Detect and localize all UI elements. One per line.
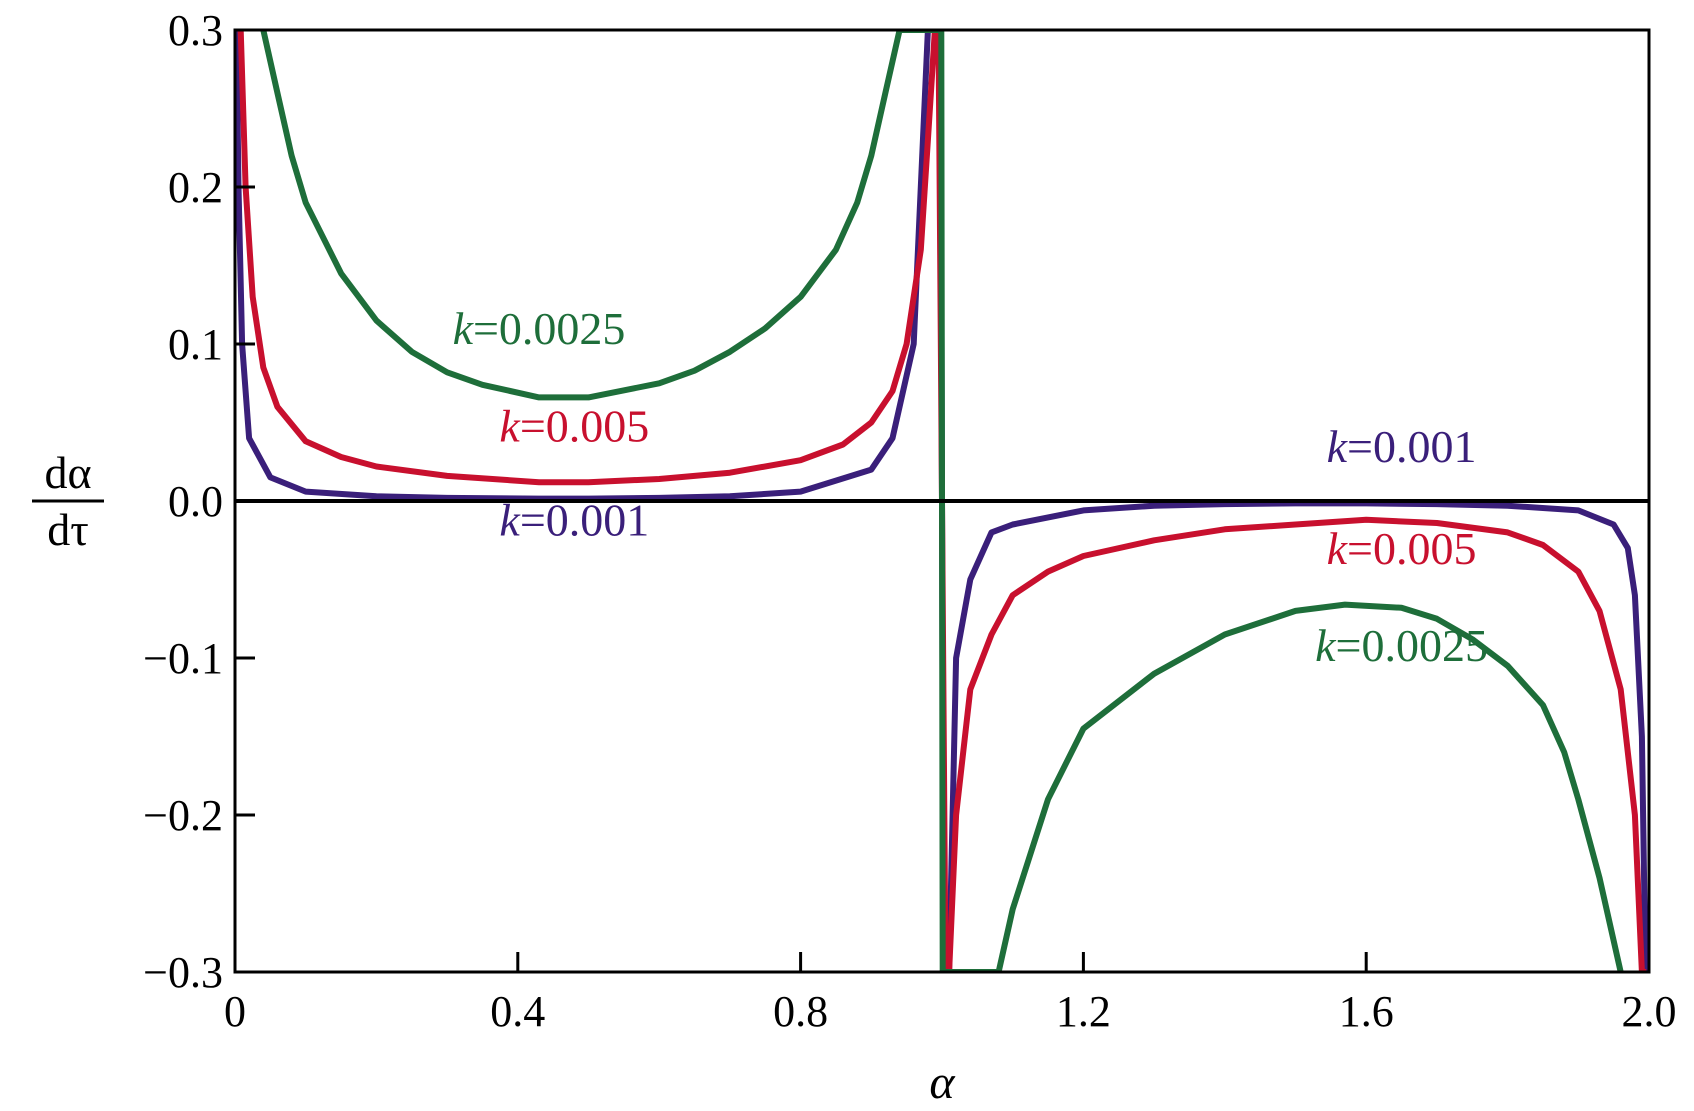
series-layer: [235, 30, 1649, 972]
y-axis-label-denominator-text: dτ: [47, 504, 89, 555]
y-axis-label-numerator-text: dα: [44, 447, 91, 498]
y-axis-label-denominator: dτ: [47, 504, 89, 555]
y-tick-label: 0.3: [168, 6, 223, 55]
y-tick-label: −0.2: [143, 791, 223, 840]
x-tick-label: 1.2: [1056, 987, 1111, 1036]
series-label-k-0.001: k=0.001: [499, 495, 649, 546]
y-axis-label-numerator: dα: [44, 447, 91, 498]
x-tick-label: 1.6: [1339, 987, 1394, 1036]
y-tick-label: −0.3: [143, 948, 223, 997]
x-tick-label: 0.4: [490, 987, 545, 1036]
x-tick-label: 0.8: [773, 987, 828, 1036]
series-line-k-0.0025: [260, 30, 1624, 972]
series-label-k-0.001: k=0.001: [1327, 421, 1477, 472]
series-label-k-0.005: k=0.005: [1327, 523, 1477, 574]
y-tick-label: 0.2: [168, 163, 223, 212]
y-tick-label: 0.1: [168, 320, 223, 369]
labels-layer: k=0.001 k=0.001 k=0.005 k=0.005 k=0.0025 k=0.…: [453, 303, 1488, 671]
x-tick-label: 0: [224, 987, 246, 1036]
x-tick-label: 2.0: [1622, 987, 1677, 1036]
y-tick-label: 0.0: [168, 477, 223, 526]
series-line-k-0.005: [237, 30, 1647, 972]
x-axis-label: α: [929, 1056, 955, 1109]
series-label-k-0.0025: k=0.0025: [453, 303, 626, 354]
series-label-k-0.005: k=0.005: [499, 400, 649, 451]
y-tick-label: −0.1: [143, 634, 223, 683]
y-axis-label: dα dτ: [32, 447, 104, 555]
series-label-k-0.0025: k=0.0025: [1315, 620, 1488, 671]
ticks-layer: 0 0.4 0.8 1.2 1.6 2.0 0.3 0.2 0.1 0.0 −0.1 −0.2 −0.3: [143, 6, 1676, 1036]
series-line-k-0.001: [235, 30, 1649, 972]
